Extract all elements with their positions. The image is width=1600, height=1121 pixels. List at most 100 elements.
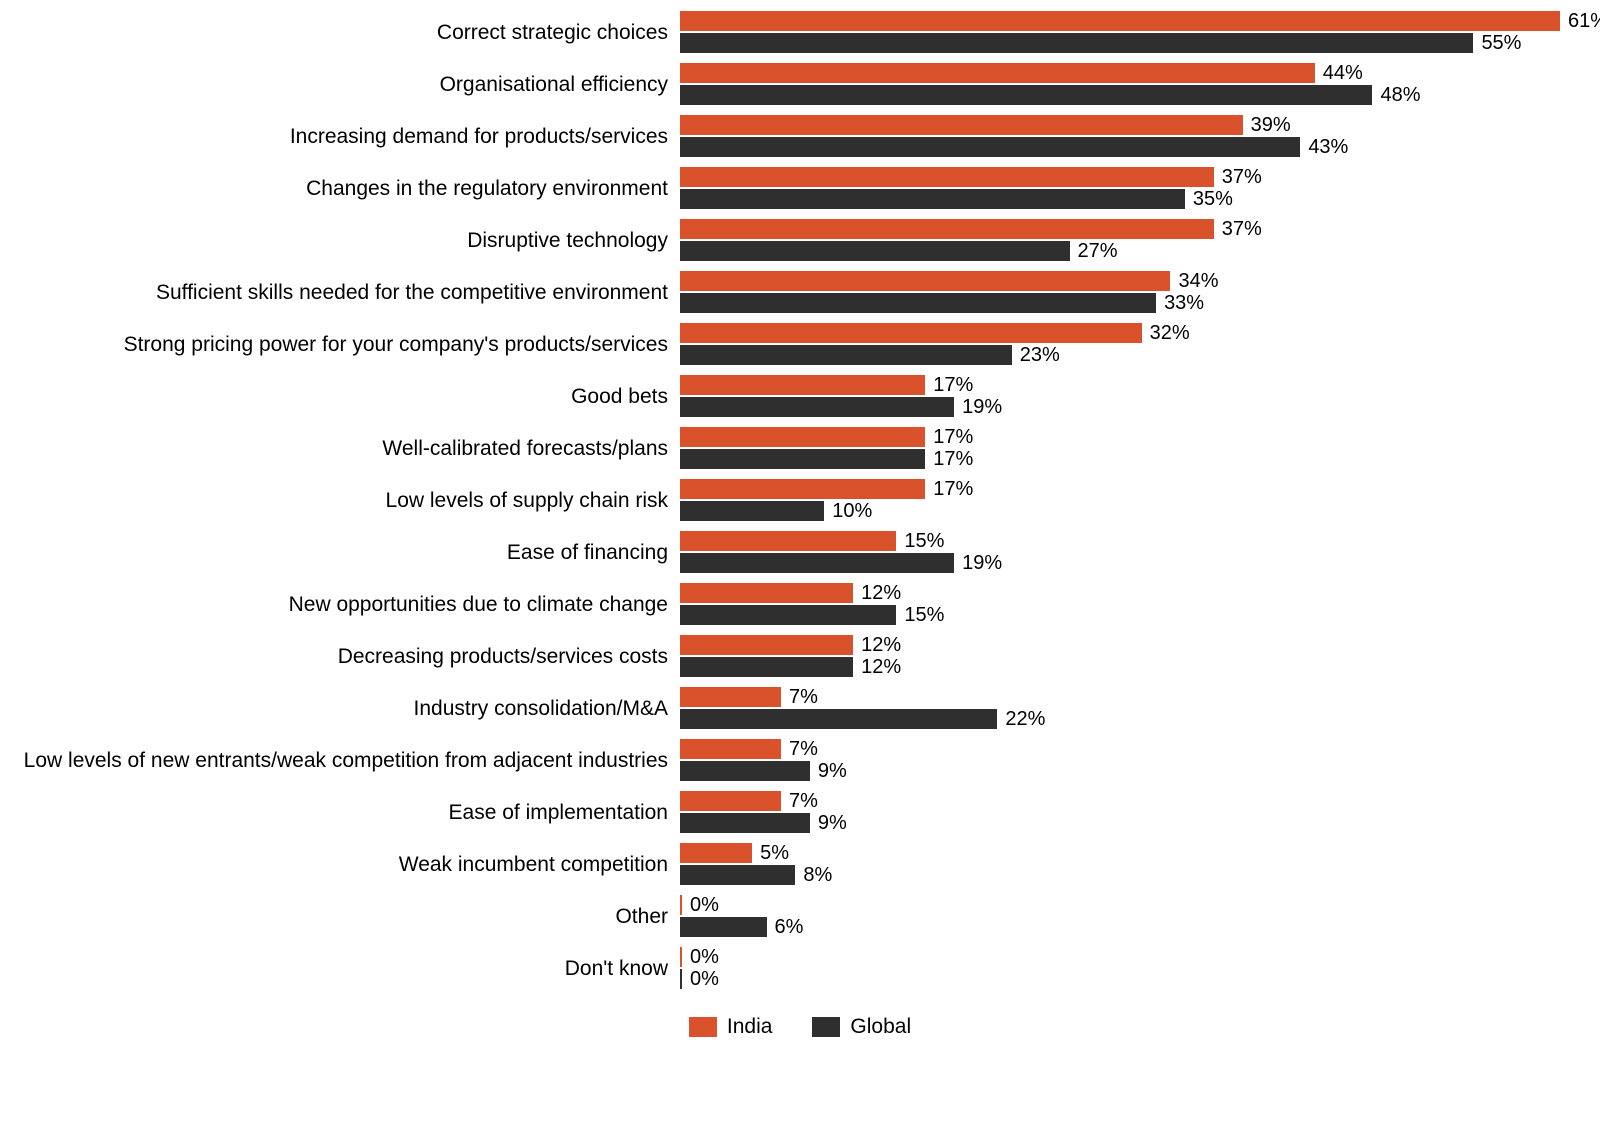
- bar-india: [680, 479, 925, 499]
- category-label: Changes in the regulatory environment: [10, 166, 680, 201]
- category-label: Strong pricing power for your company's …: [10, 322, 680, 357]
- category-label: Industry consolidation/M&A: [10, 686, 680, 721]
- value-label-global: 9%: [818, 812, 847, 835]
- bar-group: 12%12%: [680, 634, 1590, 678]
- bar-india: [680, 531, 896, 551]
- bar-global: [680, 709, 997, 729]
- bar-india: [680, 687, 781, 707]
- bar-india: [680, 895, 682, 915]
- chart-row: Other0%6%: [10, 894, 1590, 938]
- value-label-india: 17%: [933, 426, 973, 449]
- bar-group: 7% 22%: [680, 686, 1590, 730]
- bar-india: [680, 635, 853, 655]
- category-label: Sufficient skills needed for the competi…: [10, 270, 680, 305]
- bar-india: [680, 115, 1243, 135]
- legend-label: India: [727, 1015, 773, 1039]
- bar-india: [680, 63, 1315, 83]
- value-label-india: 34%: [1178, 270, 1218, 293]
- bar-global: [680, 345, 1012, 365]
- bar-global: [680, 189, 1185, 209]
- value-label-india: 17%: [933, 374, 973, 397]
- value-label-india: 61%: [1568, 10, 1600, 33]
- bar-global: [680, 397, 954, 417]
- value-label-india: 7%: [789, 738, 818, 761]
- value-label-global: 22%: [1005, 708, 1045, 731]
- chart-row: Well-calibrated forecasts/plans17%17%: [10, 426, 1590, 470]
- bar-global: [680, 501, 824, 521]
- category-label: Low levels of supply chain risk: [10, 478, 680, 513]
- value-label-india: 0%: [690, 894, 719, 917]
- bar-global: [680, 605, 896, 625]
- bar-group: 12%15%: [680, 582, 1590, 626]
- value-label-global: 10%: [832, 500, 872, 523]
- value-label-india: 7%: [789, 686, 818, 709]
- category-label: Weak incumbent competition: [10, 842, 680, 877]
- value-label-global: 12%: [861, 656, 901, 679]
- value-label-india: 7%: [789, 790, 818, 813]
- bar-global: [680, 241, 1070, 261]
- category-label: New opportunities due to climate change: [10, 582, 680, 617]
- value-label-india: 17%: [933, 478, 973, 501]
- value-label-global: 35%: [1193, 188, 1233, 211]
- bar-group: 44%48%: [680, 62, 1590, 106]
- chart-legend: India Global: [10, 1015, 1590, 1039]
- legend-swatch-global: [812, 1017, 840, 1037]
- chart-row: Organisational efficiency44%48%: [10, 62, 1590, 106]
- value-label-india: 15%: [904, 530, 944, 553]
- value-label-global: 9%: [818, 760, 847, 783]
- grouped-bar-chart: Correct strategic choices61%55%Organisat…: [10, 10, 1590, 990]
- bar-group: 37%35%: [680, 166, 1590, 210]
- bar-india: [680, 427, 925, 447]
- value-label-global: 19%: [962, 552, 1002, 575]
- category-label: Organisational efficiency: [10, 62, 680, 97]
- category-label: Disruptive technology: [10, 218, 680, 253]
- bar-group: 7%9%: [680, 738, 1590, 782]
- value-label-global: 0%: [690, 968, 719, 991]
- value-label-india: 5%: [760, 842, 789, 865]
- value-label-global: 15%: [904, 604, 944, 627]
- bar-global: [680, 85, 1372, 105]
- bar-global: [680, 917, 767, 937]
- value-label-global: 48%: [1380, 84, 1420, 107]
- bar-india: [680, 323, 1142, 343]
- bar-india: [680, 739, 781, 759]
- category-label: Well-calibrated forecasts/plans: [10, 426, 680, 461]
- bar-india: [680, 947, 682, 967]
- value-label-india: 39%: [1251, 114, 1291, 137]
- bar-group: 61%55%: [680, 10, 1600, 54]
- bar-global: [680, 553, 954, 573]
- chart-row: Good bets17%19%: [10, 374, 1590, 418]
- bar-india: [680, 11, 1560, 31]
- bar-group: 17% 10%: [680, 478, 1590, 522]
- bar-global: [680, 865, 795, 885]
- value-label-india: 12%: [861, 634, 901, 657]
- bar-global: [680, 657, 853, 677]
- value-label-india: 12%: [861, 582, 901, 605]
- chart-row: New opportunities due to climate change1…: [10, 582, 1590, 626]
- chart-row: Low levels of new entrants/weak competit…: [10, 738, 1590, 782]
- bar-global: [680, 449, 925, 469]
- bar-group: 0%6%: [680, 894, 1590, 938]
- chart-row: Increasing demand for products/services3…: [10, 114, 1590, 158]
- bar-global: [680, 137, 1300, 157]
- bar-group: 17%19%: [680, 374, 1590, 418]
- bar-group: 0%0%: [680, 946, 1590, 990]
- value-label-india: 32%: [1150, 322, 1190, 345]
- bar-group: 15% 19%: [680, 530, 1590, 574]
- bar-group: 34%33%: [680, 270, 1590, 314]
- chart-row: Strong pricing power for your company's …: [10, 322, 1590, 366]
- bar-india: [680, 271, 1170, 291]
- bar-global: [680, 761, 810, 781]
- chart-row: Changes in the regulatory environment37%…: [10, 166, 1590, 210]
- bar-global: [680, 813, 810, 833]
- bar-india: [680, 791, 781, 811]
- legend-swatch-india: [689, 1017, 717, 1037]
- chart-row: Disruptive technology37%27%: [10, 218, 1590, 262]
- bar-group: 39%43%: [680, 114, 1590, 158]
- bar-global: [680, 33, 1473, 53]
- bar-group: 32%23%: [680, 322, 1590, 366]
- value-label-global: 27%: [1078, 240, 1118, 263]
- bar-group: 17%17%: [680, 426, 1590, 470]
- value-label-global: 33%: [1164, 292, 1204, 315]
- legend-label: Global: [850, 1015, 911, 1039]
